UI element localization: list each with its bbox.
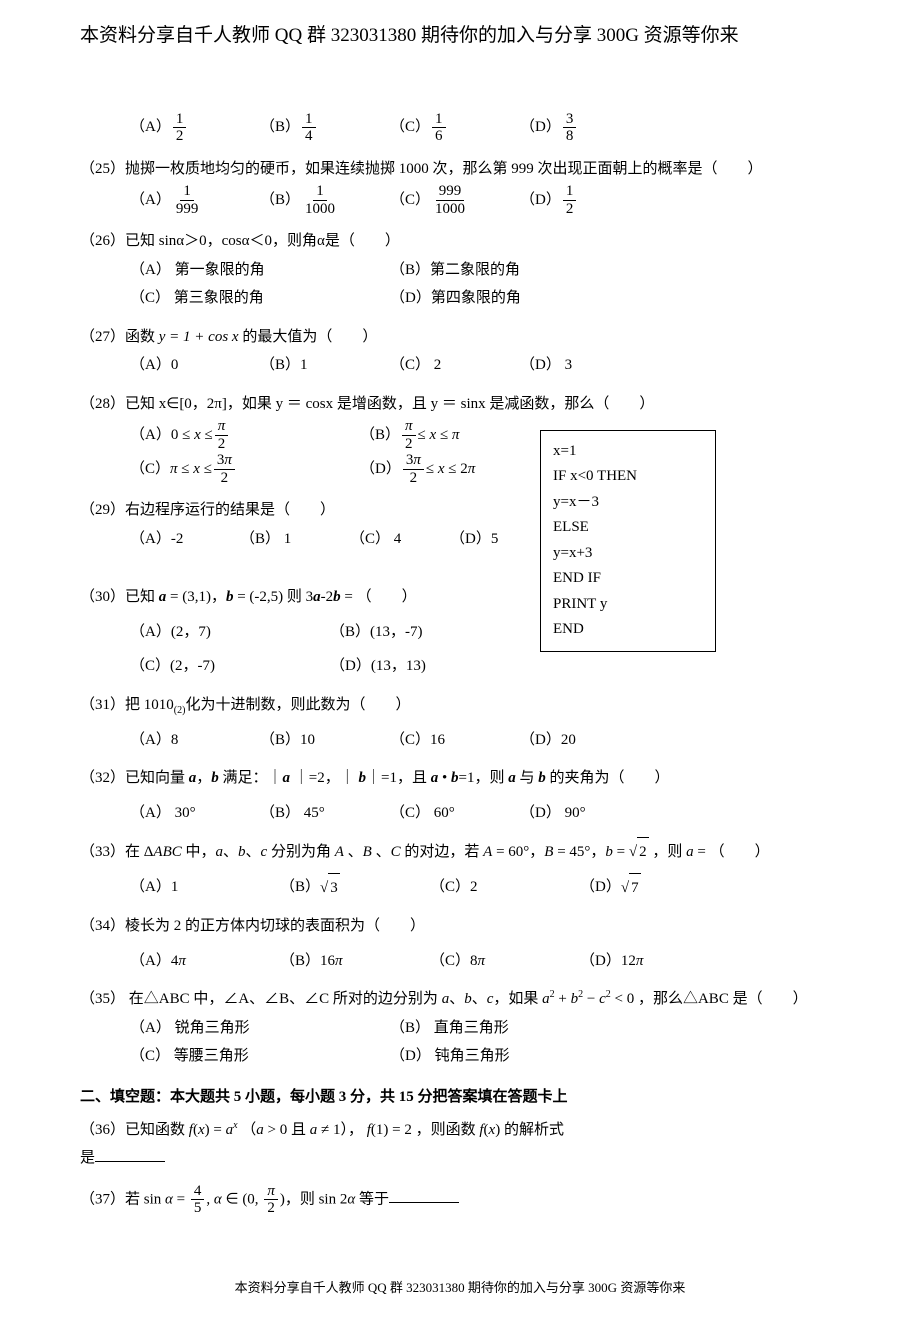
q35-opt-c: （C） 等腰三角形 [130,1042,390,1071]
q25-opt-b: （B） 11000 [260,183,390,217]
section-2-title: 二、填空题：本大题共 5 小题，每小题 3 分，共 15 分把答案填在答题卡上 [80,1085,840,1106]
q29-stem: （29）右边程序运行的结果是（ ） [80,496,840,525]
q35: （35） 在△ABC 中，∠A、∠B、∠C 所对的边分别为 a、b、c，如果 a… [80,985,840,1071]
q25-opt-a: （A） 1999 [130,183,260,217]
q27-opt-d: （D） 3 [520,351,650,380]
q35-opt-d: （D） 钝角三角形 [390,1042,650,1071]
q36-blank [95,1146,165,1162]
q24-opt-a: （A）12 [130,111,260,145]
q24-opt-b: （B）14 [260,111,390,145]
q28: （28）已知 x∈[0，2π]，如果 y ＝ cosx 是增函数，且 y ＝ s… [80,390,840,487]
q30-stem: （30）已知 a = (3,1)，b = (-2,5) 则 3a-2b = （ … [80,583,840,612]
q32-opt-a: （A） 30° [130,799,260,828]
q28-q29-region: （28）已知 x∈[0，2π]，如果 y ＝ cosx 是增函数，且 y ＝ s… [80,390,840,554]
q25: （25）抛掷一枚质地均匀的硬币，如果连续抛掷 1000 次，那么第 999 次出… [80,155,840,218]
q35-opt-a: （A） 锐角三角形 [130,1014,390,1043]
q34-opt-a: （A）4π [130,947,280,976]
q26-opt-b: （B）第二象限的角 [390,256,650,285]
q34-opt-c: （C）8π [430,947,580,976]
code-line: y=x－3 [553,490,703,516]
q30-opt-d: （D）(13，13) [330,652,460,681]
document-page: 本资料分享自千人教师 QQ 群 323031380 期待你的加入与分享 300G… [0,0,920,1336]
q35-stem: （35） 在△ABC 中，∠A、∠B、∠C 所对的边分别为 a、b、c，如果 a… [80,985,840,1014]
code-line: END IF [553,566,703,592]
q30: （30）已知 a = (3,1)，b = (-2,5) 则 3a-2b = （ … [80,583,840,681]
q37-blank [389,1187,459,1203]
q28-opt-d: （D）3π2 ≤ x ≤ 2π [360,452,490,486]
q29-opt-a: （A）-2 [130,525,240,554]
pseudocode-box: x=1 IF x<0 THEN y=x－3 ELSE y=x+3 END IF … [540,430,716,652]
q32-opt-b: （B） 45° [260,799,390,828]
q28-opt-b: （B）π2 ≤ x ≤ π [360,418,490,452]
q33-stem: （33）在 ΔABC 中，a、b、c 分别为角 A 、B 、C 的对边，若 A … [80,837,840,867]
q34-stem: （34）棱长为 2 的正方体内切球的表面积为（ ） [80,912,840,941]
q34-opt-d: （D）12π [580,947,710,976]
q32-opt-c: （C） 60° [390,799,520,828]
q30-opt-a: （A）(2，7) [130,618,330,647]
q31-stem: （31）把 1010(2)化为十进制数，则此数为（ ） [80,691,840,720]
q31-opt-d: （D）20 [520,726,650,755]
q29-opt-d: （D）5 [450,525,530,554]
q24-opt-d: （D）38 [520,111,650,145]
q36-stem: （36）已知函数 f(x) = ax （a > 0 且 a ≠ 1）， f(1)… [80,1116,840,1145]
q33-opt-d: （D）7 [580,873,710,903]
q33: （33）在 ΔABC 中，a、b、c 分别为角 A 、B 、C 的对边，若 A … [80,837,840,902]
q31: （31）把 1010(2)化为十进制数，则此数为（ ） （A）8 （B）10 （… [80,691,840,755]
code-line: PRINT y [553,592,703,618]
page-footer: 本资料分享自千人教师 QQ 群 323031380 期待你的加入与分享 300G… [80,1277,840,1296]
q34-opt-b: （B）16π [280,947,430,976]
q26-stem: （26）已知 sinα＞0，cosα＜0，则角α是（ ） [80,227,840,256]
code-line: y=x+3 [553,541,703,567]
code-line: ELSE [553,515,703,541]
q27-opt-a: （A）0 [130,351,260,380]
q27-opt-c: （C） 2 [390,351,520,380]
code-line: x=1 [553,439,703,465]
q30-opt-b: （B）(13，-7) [330,618,460,647]
code-line: END [553,617,703,643]
q26: （26）已知 sinα＞0，cosα＜0，则角α是（ ） （A） 第一象限的角 … [80,227,840,313]
page-header: 本资料分享自千人教师 QQ 群 323031380 期待你的加入与分享 300G… [80,22,840,51]
q29-opt-b: （B） 1 [240,525,350,554]
q33-opt-b: （B）3 [280,873,430,903]
q32-stem: （32）已知向量 a，b 满足：｜a ｜=2，｜ b｜=1，且 a • b=1，… [80,764,840,793]
q26-opt-a: （A） 第一象限的角 [130,256,390,285]
q26-opt-c: （C） 第三象限的角 [130,284,390,313]
q25-stem: （25）抛掷一枚质地均匀的硬币，如果连续抛掷 1000 次，那么第 999 次出… [80,155,840,184]
q27-opt-b: （B）1 [260,351,390,380]
q26-opt-d: （D）第四象限的角 [390,284,650,313]
q31-opt-b: （B）10 [260,726,390,755]
q34: （34）棱长为 2 的正方体内切球的表面积为（ ） （A）4π （B）16π （… [80,912,840,975]
code-line: IF x<0 THEN [553,464,703,490]
q37-stem: （37）若 sin α = 45, α ∈ (0, π2)，则 sin 2α 等… [80,1183,840,1217]
q32: （32）已知向量 a，b 满足：｜a ｜=2，｜ b｜=1，且 a • b=1，… [80,764,840,827]
q28-opt-a: （A）0 ≤ x ≤ π2 [130,418,360,452]
q25-opt-d: （D） 12 [520,183,650,217]
q32-opt-d: （D） 90° [520,799,650,828]
q24-opt-c: （C）16 [390,111,520,145]
q29-opt-c: （C） 4 [350,525,450,554]
q31-opt-a: （A）8 [130,726,260,755]
q29: （29）右边程序运行的结果是（ ） （A）-2 （B） 1 （C） 4 （D）5 [80,496,840,553]
q27-stem: （27）函数 y = 1 + cos x 的最大值为（ ） [80,323,840,352]
q25-opt-c: （C） 9991000 [390,183,520,217]
q31-opt-c: （C）16 [390,726,520,755]
q28-opt-c: （C）π ≤ x ≤ 3π2 [130,452,360,486]
q30-opt-c: （C）(2，-7) [130,652,330,681]
q36: （36）已知函数 f(x) = ax （a > 0 且 a ≠ 1）， f(1)… [80,1116,840,1173]
q37: （37）若 sin α = 45, α ∈ (0, π2)，则 sin 2α 等… [80,1183,840,1217]
q33-opt-c: （C）2 [430,873,580,903]
q33-opt-a: （A）1 [130,873,280,903]
q28-stem: （28）已知 x∈[0，2π]，如果 y ＝ cosx 是增函数，且 y ＝ s… [80,390,840,419]
q27: （27）函数 y = 1 + cos x 的最大值为（ ） （A）0 （B）1 … [80,323,840,380]
q35-opt-b: （B） 直角三角形 [390,1014,650,1043]
q24-options-row: （A）12 （B）14 （C）16 （D）38 [80,111,840,145]
